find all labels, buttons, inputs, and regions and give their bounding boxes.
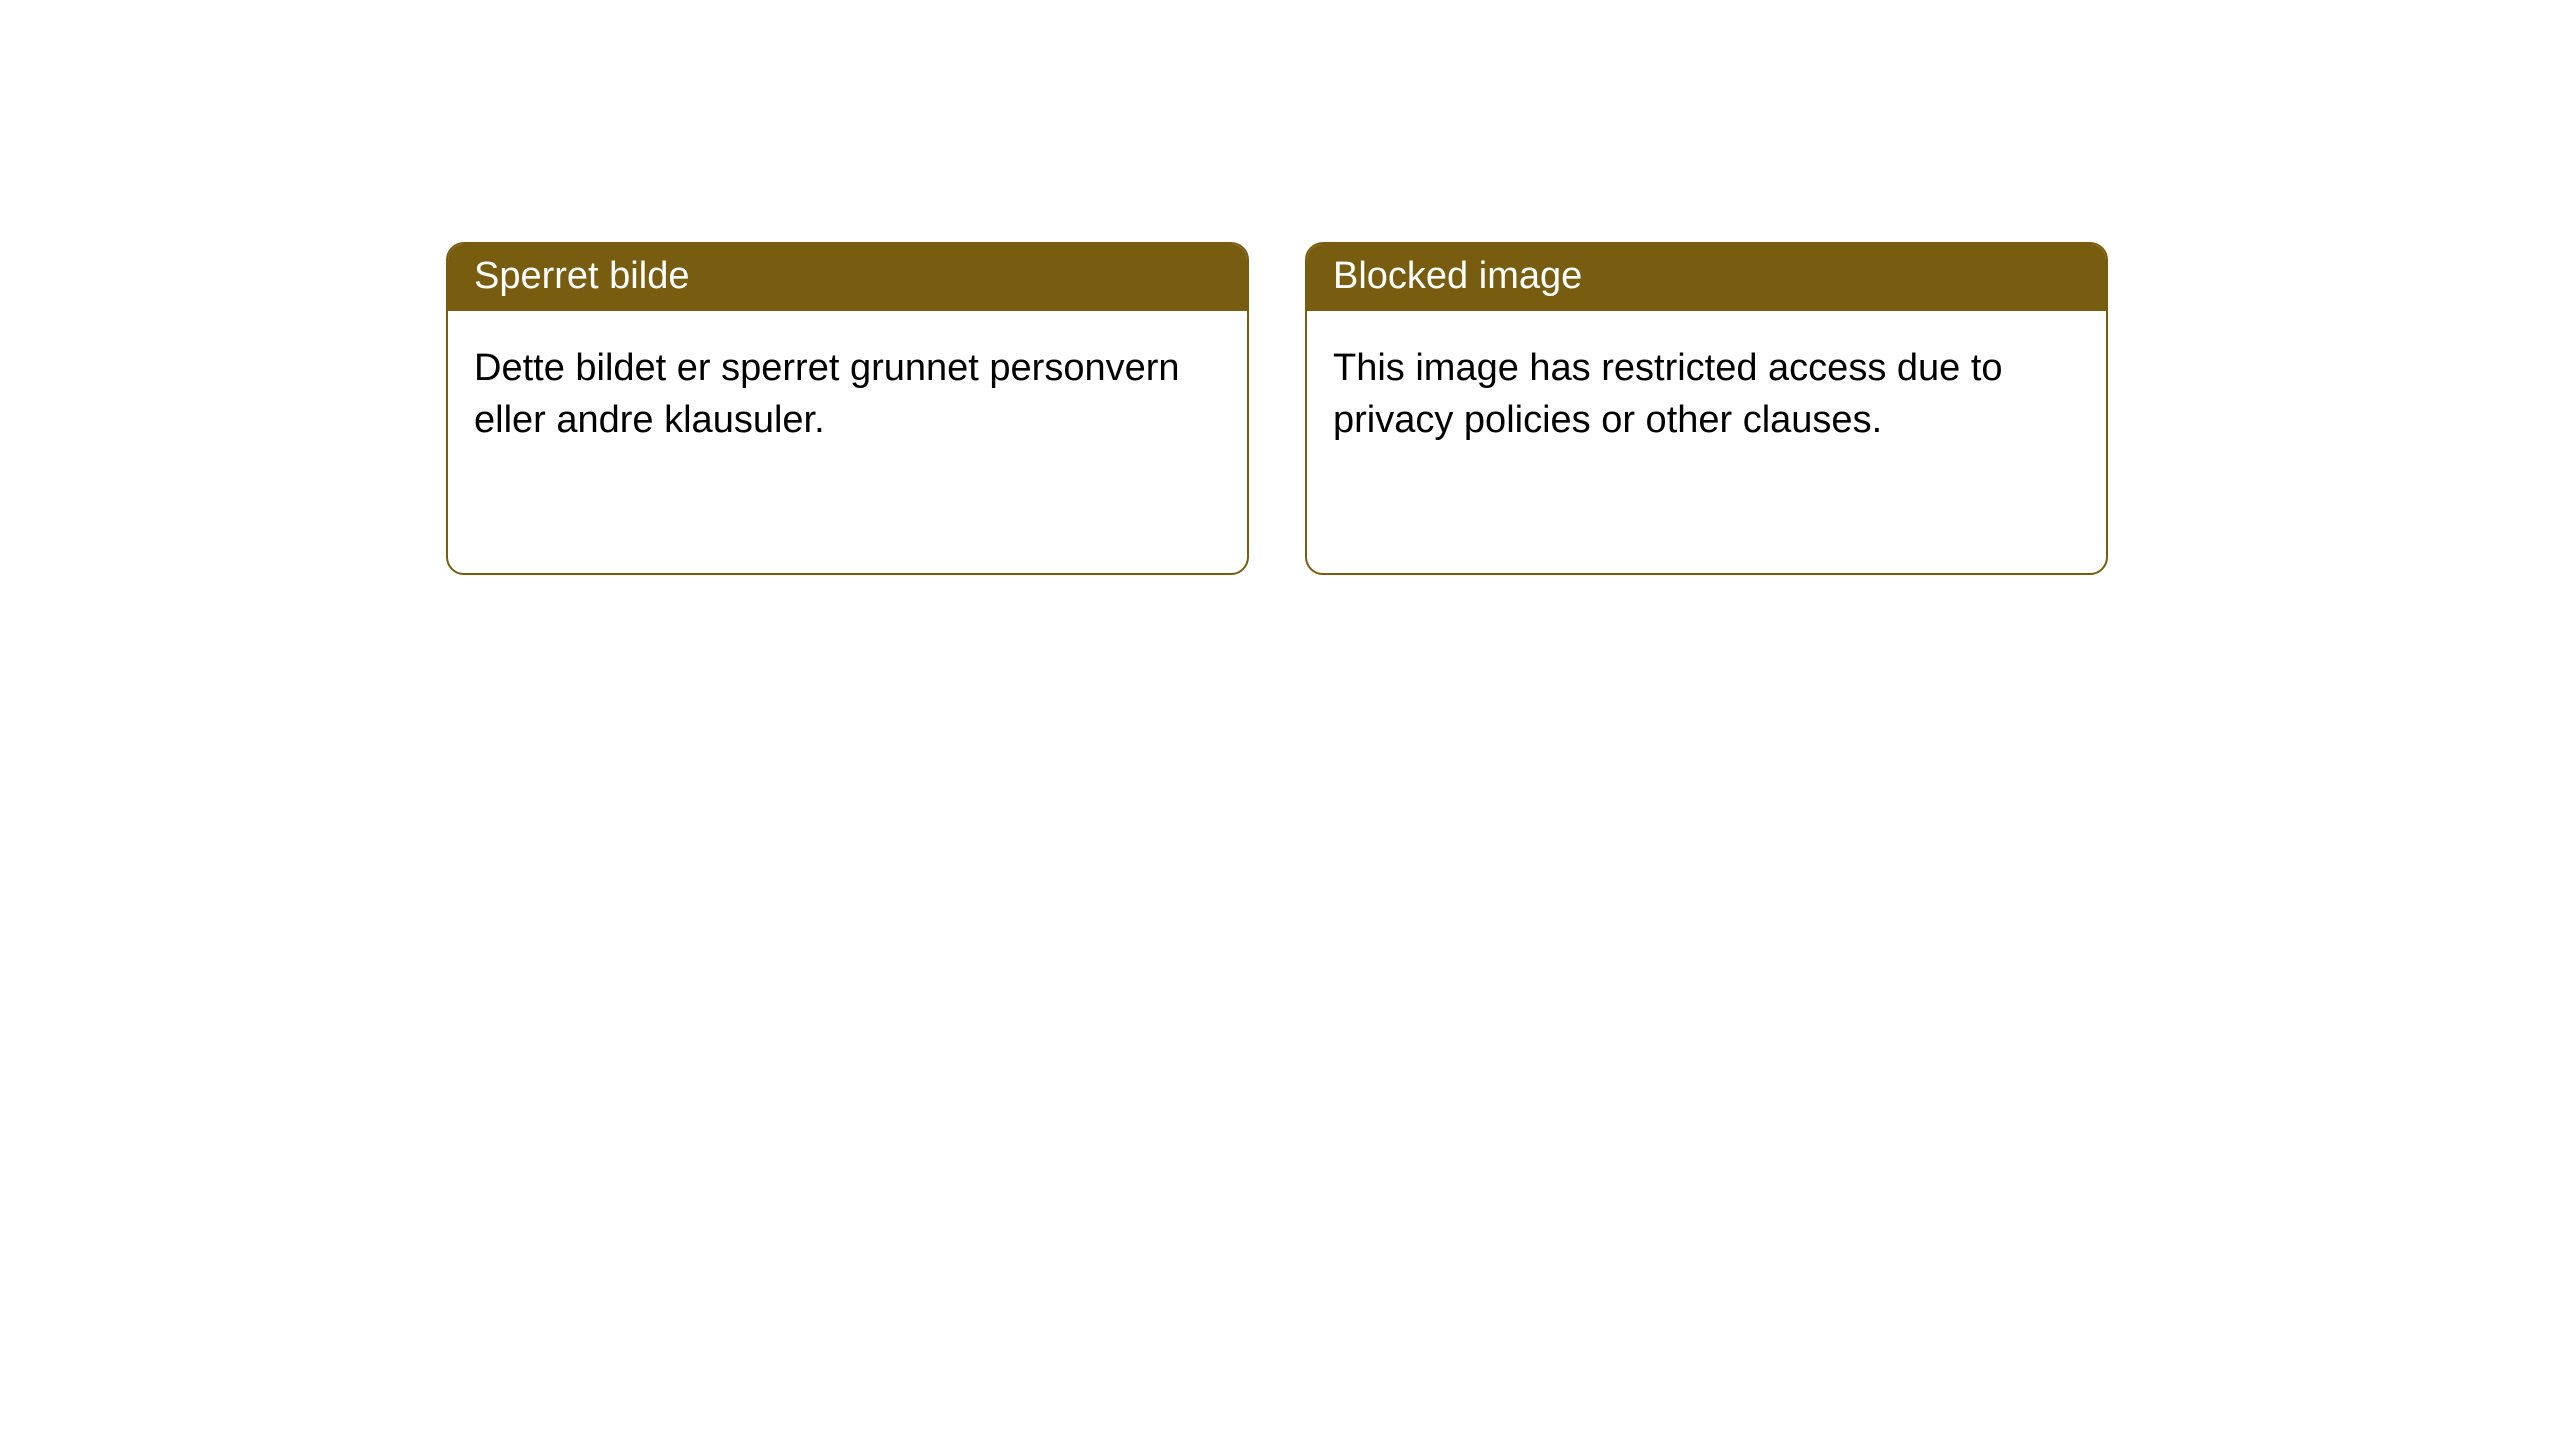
notice-header-norwegian: Sperret bilde xyxy=(448,244,1247,311)
notice-title-english: Blocked image xyxy=(1333,255,1582,297)
notice-card-english: Blocked image This image has restricted … xyxy=(1305,242,2108,575)
notice-text-english: This image has restricted access due to … xyxy=(1333,347,2003,440)
notice-text-norwegian: Dette bildet er sperret grunnet personve… xyxy=(474,347,1180,440)
notice-body-norwegian: Dette bildet er sperret grunnet personve… xyxy=(448,311,1247,478)
notice-card-norwegian: Sperret bilde Dette bildet er sperret gr… xyxy=(446,242,1249,575)
notice-header-english: Blocked image xyxy=(1307,244,2106,311)
notice-container: Sperret bilde Dette bildet er sperret gr… xyxy=(0,0,2560,575)
notice-title-norwegian: Sperret bilde xyxy=(474,255,689,297)
notice-body-english: This image has restricted access due to … xyxy=(1307,311,2106,478)
